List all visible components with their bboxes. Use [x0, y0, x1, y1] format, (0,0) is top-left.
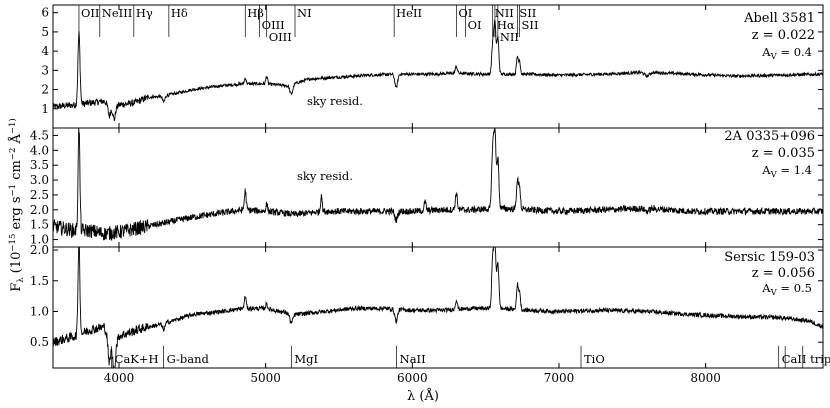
emission-line-label: Hδ — [171, 6, 188, 20]
panel-abell-3581: Abell 3581 z = 0.022 AV​ = 0.4 sky resid… — [41, 4, 824, 129]
sky-residual-note-middle: sky resid. — [297, 169, 353, 183]
y-tick-label: 2.0 — [30, 243, 49, 257]
y-tick-label: 1.5 — [30, 218, 49, 232]
x-tick-label: 7000 — [544, 371, 575, 385]
panel-title-2a-0335: 2A 0335+096 — [724, 129, 815, 144]
x-tick-label: 8000 — [690, 371, 721, 385]
panel-title-abell-3581: Abell 3581 — [743, 11, 815, 26]
absorption-line-label: CaII triplet — [782, 352, 830, 366]
y-tick-label: 3.5 — [30, 158, 49, 172]
x-tick-label: 5000 — [250, 371, 281, 385]
panel-frame — [52, 127, 824, 248]
redshift-sersic-159: z = 0.056 — [752, 266, 815, 281]
absorption-line-label: MgI — [294, 352, 318, 366]
absorption-line-label: TiO — [584, 352, 605, 366]
redshift-2a-0335: z = 0.035 — [752, 146, 815, 161]
emission-line-label: OI — [468, 18, 482, 32]
y-tick-label: 2.0 — [30, 203, 49, 217]
y-axis-label: Fλ​ (10−15​ erg s−1​ cm−2​ Å−1)​ — [7, 118, 26, 292]
spectrum-line — [52, 127, 824, 242]
extinction-sersic-159: AV​ = 0.5 — [761, 281, 812, 298]
x-axis-label: λ (Å) — [407, 388, 439, 404]
emission-line-label: SII — [519, 6, 536, 20]
absorption-line-label: G-band — [167, 352, 210, 366]
panel-title-sersic-159: Sersic 159-03 — [724, 250, 815, 265]
x-tick-label: 6000 — [397, 371, 428, 385]
emission-line-label: Hβ — [247, 6, 264, 20]
sky-residual-note-top: sky resid. — [307, 94, 363, 108]
y-tick-label: 4.5 — [30, 128, 49, 142]
panel-2a-0335: 2A 0335+096 z = 0.035 AV​ = 1.4 sky resi… — [30, 127, 824, 248]
emission-line-label: Hγ — [136, 6, 153, 20]
y-tick-label: 2 — [41, 83, 49, 97]
emission-line-label: NII — [495, 6, 514, 20]
spectrum-line — [52, 19, 824, 122]
emission-line-label: NI — [297, 6, 312, 20]
extinction-2a-0335: AV​ = 1.4 — [761, 163, 812, 180]
emission-line-label: NeIII — [102, 6, 133, 20]
absorption-line-label: NaII — [400, 352, 426, 366]
emission-line-label: OIII — [262, 18, 285, 32]
y-tick-label: 2.5 — [30, 188, 49, 202]
emission-line-label: OIII — [269, 30, 292, 44]
emission-line-label: OII — [81, 6, 100, 20]
x-tick-label: 4000 — [104, 371, 135, 385]
emission-line-label: NII — [500, 30, 519, 44]
emission-line-label: Hα — [497, 18, 515, 32]
y-tick-label: 0.5 — [30, 335, 49, 349]
y-tick-label: 1.5 — [30, 274, 49, 288]
absorption-line-label: CaK+H — [115, 352, 159, 366]
y-tick-label: 1 — [41, 102, 49, 116]
y-tick-label: 6 — [41, 6, 49, 20]
panel-frame — [52, 4, 824, 129]
emission-line-label: HeII — [396, 6, 422, 20]
y-tick-label: 5 — [41, 25, 49, 39]
panel-frame — [52, 246, 824, 369]
y-tick-label: 1.0 — [30, 233, 49, 247]
y-tick-label: 4 — [41, 44, 49, 58]
y-tick-label: 3 — [41, 63, 49, 77]
panel-sersic-159: Sersic 159-03 z = 0.056 AV​ = 0.5 0.5 1.0… — [30, 243, 830, 369]
y-tick-label: 3.0 — [30, 173, 49, 187]
extinction-abell-3581: AV​ = 0.4 — [761, 45, 812, 62]
y-tick-label: 4.0 — [30, 143, 49, 157]
y-tick-label: 1.0 — [30, 304, 49, 318]
emission-line-label: SII — [522, 18, 539, 32]
spectrum-line — [52, 246, 824, 369]
redshift-abell-3581: z = 0.022 — [752, 28, 815, 43]
